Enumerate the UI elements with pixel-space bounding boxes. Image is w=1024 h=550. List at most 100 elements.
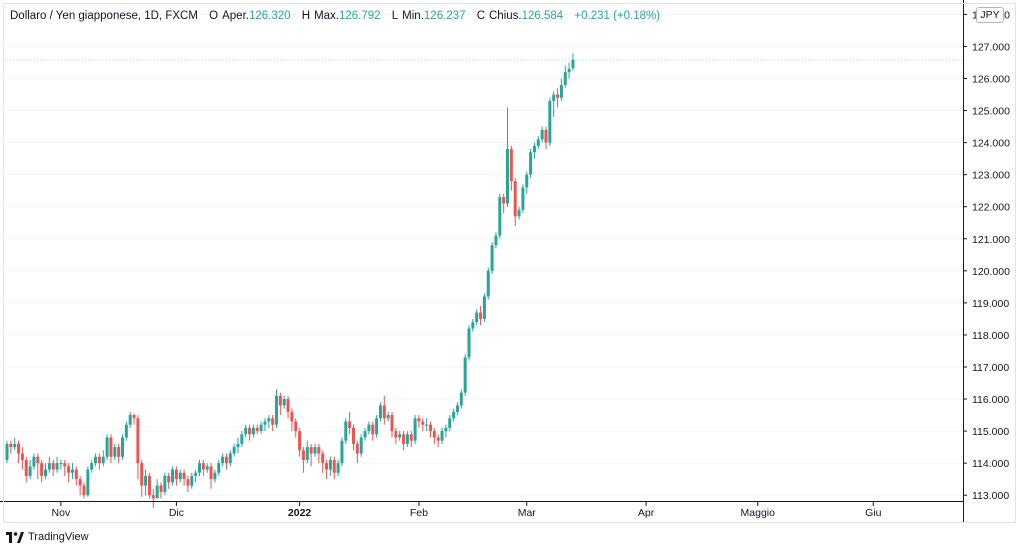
candle-down [201,459,205,476]
candle-up [59,459,63,470]
candle-body [475,312,479,323]
candle-body [517,209,521,217]
candle-up [244,424,248,438]
candle-up [217,459,221,476]
price-tick-label: 126.000 [972,74,1010,86]
candle-body [178,472,182,480]
candle-down [394,427,398,444]
candle-up [305,440,309,464]
candle-down [278,392,282,416]
candle-down [352,424,355,451]
candle-down [20,447,24,470]
candle-body [32,456,36,467]
symbol-legend[interactable]: Dollaro / Yen giapponese, 1D, FXCM O Aper… [10,10,660,22]
open-value: 126.320 [248,10,291,22]
candle-up [178,469,182,483]
high-text: Max. [314,10,339,22]
candle-down [9,440,13,454]
candle-body [155,485,159,499]
currency-badge[interactable]: JPY [976,7,1004,23]
candle-body [44,469,47,476]
candle-down [332,456,336,480]
candle-body [140,463,144,486]
close-label: C [476,10,485,22]
candle-body [378,405,382,419]
candle-body [336,463,340,473]
candle-up [213,469,217,483]
candle-up [567,62,571,79]
time-axis[interactable]: Nov Dic 2022 Feb Mar Apr Maggio Giu [52,502,882,519]
candle-body [128,415,132,425]
candle-body [221,456,225,464]
candle-up [367,421,371,435]
candle-body [278,395,282,406]
candle-down [409,431,413,448]
candle-body [559,84,563,98]
candle-up [275,389,278,428]
candle-body [74,469,78,480]
candle-body [121,437,124,457]
candle-up [121,434,124,460]
candle-body [144,475,148,486]
candle-body [502,197,506,204]
candle-body [540,129,544,140]
candle-up [517,206,521,220]
candle-body [567,68,571,73]
candle-down [255,424,259,435]
candle-body [190,475,194,486]
candle-body [159,485,163,492]
candle-up [363,427,367,441]
candle-body [298,431,302,451]
candle-up [251,424,255,438]
low-text: Min. [402,10,424,22]
candle-up [128,411,132,428]
symbol-title[interactable]: Dollaro / Yen giapponese, 1D, FXCM [10,10,198,22]
candle-body [5,443,9,460]
candle-body [425,424,429,426]
candle-down [479,306,483,326]
candle-down [421,418,425,432]
price-tick-label: 115.000 [972,426,1009,438]
candle-up [405,431,409,448]
candle-up [559,78,563,101]
candle-up [552,91,556,117]
candle-body [363,431,367,438]
candle-body [13,443,17,448]
candle-up [267,415,271,428]
chart-border [3,3,1016,523]
candle-up [205,463,209,473]
candle-up [101,450,105,467]
candle-down [51,459,55,476]
candle-up [386,411,390,422]
candle-up [282,395,286,409]
candle-body [101,456,105,464]
candle-body [459,392,463,406]
candle-up [521,184,525,214]
candle-body [94,456,98,464]
candle-up [475,309,479,326]
candle-up [94,453,98,467]
tradingview-logo[interactable]: TradingView [6,531,89,543]
candle-body [317,447,321,454]
price-axis[interactable]: 113.000 114.000 115.000 116.000 117.000 118.0… [963,9,1010,502]
candle-up [563,65,567,89]
candle-down [290,408,294,432]
candle-body [24,459,28,476]
candle-body [213,472,217,480]
price-tick-label: 119.000 [972,298,1009,310]
candle-up [259,421,263,435]
candle-body [167,475,171,483]
candle-body [328,459,332,470]
candle-up [32,453,36,470]
candle-body [452,411,456,419]
candle-body [132,415,136,419]
candle-up [144,469,148,496]
candle-body [117,447,121,457]
candle-body [471,322,475,329]
candle-body [405,434,409,444]
candle-down [309,443,313,467]
candle-down [147,472,151,499]
candle-up [571,53,575,71]
candle-body [348,421,352,428]
